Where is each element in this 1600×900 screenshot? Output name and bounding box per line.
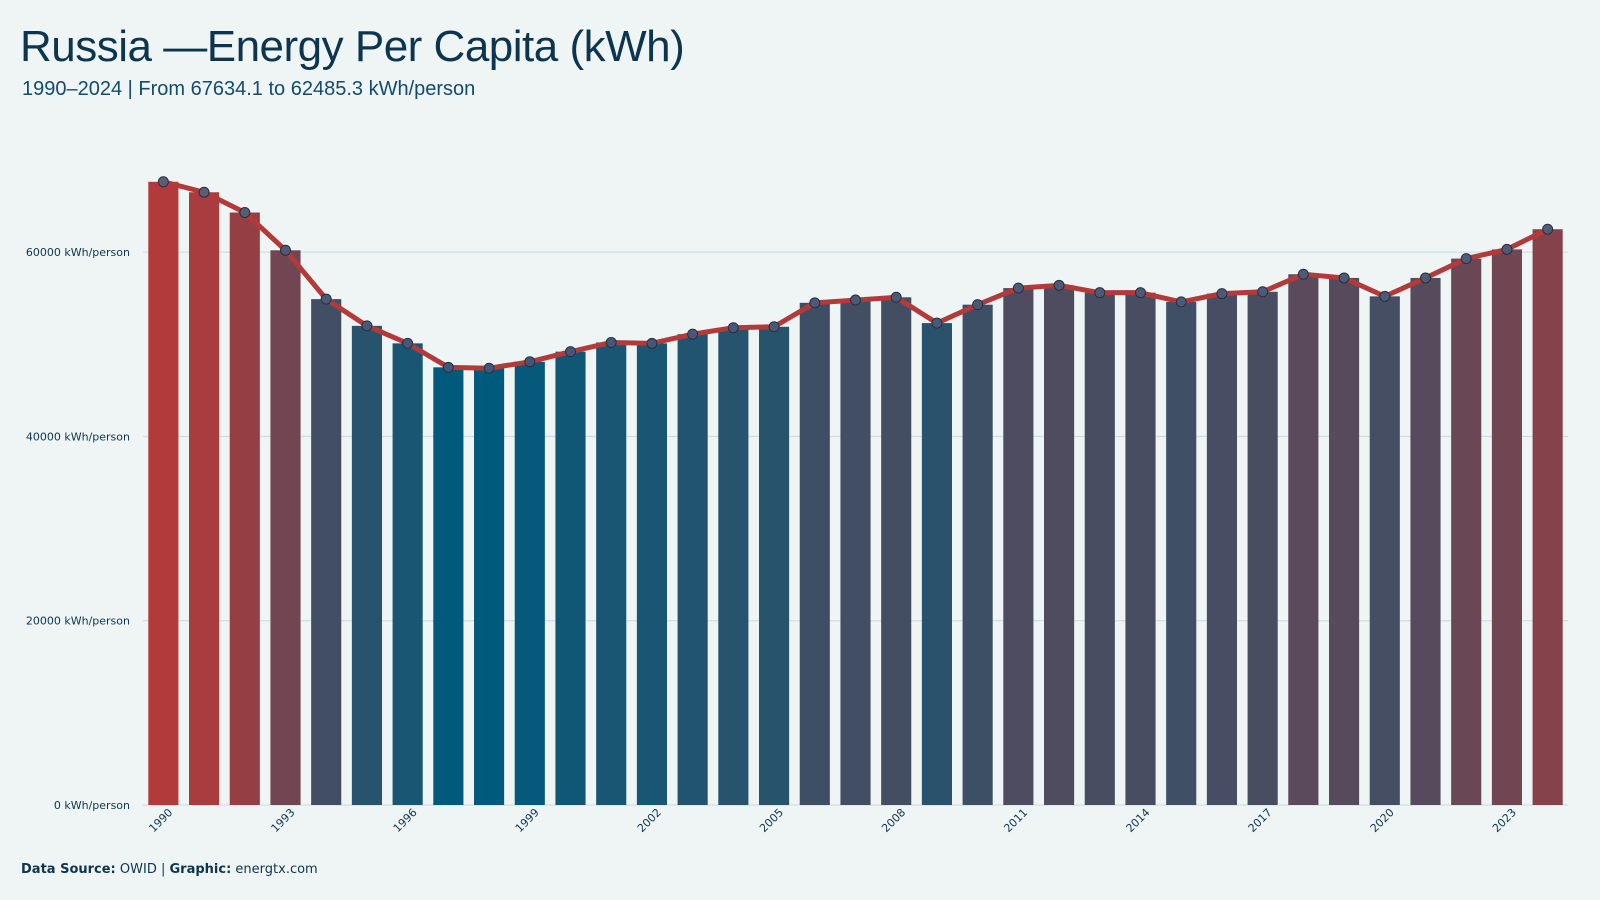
data-point xyxy=(157,176,169,188)
data-point xyxy=(565,346,576,358)
bar xyxy=(881,297,912,805)
data-point xyxy=(931,317,943,329)
bar xyxy=(1451,258,1482,805)
x-tick-label: 1996 xyxy=(391,806,420,835)
data-point xyxy=(1053,279,1065,291)
bar xyxy=(1206,293,1237,805)
data-point xyxy=(402,337,414,349)
data-point xyxy=(1501,243,1513,255)
bar xyxy=(1166,301,1197,805)
bar xyxy=(1003,288,1034,805)
bar xyxy=(1491,249,1522,806)
data-point xyxy=(1135,287,1146,299)
y-tick-label: 20000 kWh/person xyxy=(26,615,130,628)
data-point xyxy=(850,294,861,306)
graphic-label: Graphic: xyxy=(169,862,232,877)
x-tick-label: 2008 xyxy=(879,806,908,835)
data-point xyxy=(1338,272,1350,284)
data-point xyxy=(1297,268,1309,280)
data-point xyxy=(483,362,495,374)
bar xyxy=(433,367,464,805)
y-tick-label: 60000 kWh/person xyxy=(26,246,130,259)
bar xyxy=(1329,277,1360,805)
bar xyxy=(962,304,993,805)
data-point xyxy=(1216,288,1228,300)
bar xyxy=(392,343,423,805)
data-point xyxy=(890,291,902,303)
data-point xyxy=(687,328,699,340)
bar xyxy=(1044,285,1075,805)
bar xyxy=(514,361,545,805)
x-tick-label: 1990 xyxy=(146,806,175,835)
bar xyxy=(677,334,708,805)
bar xyxy=(148,181,179,806)
bar xyxy=(1247,291,1278,805)
x-tick-label: 2020 xyxy=(1368,806,1397,835)
bar xyxy=(270,250,301,806)
data-point xyxy=(1257,286,1269,298)
footer: Data Source: OWID | Graphic: energtx.com xyxy=(21,862,318,877)
source-value: OWID | xyxy=(119,862,166,877)
data-point xyxy=(1379,290,1391,302)
data-point xyxy=(809,297,821,309)
x-axis-ticks: 1990 1993 1996 1999 2002 2005 2008 2011 2014 2017… xyxy=(146,806,1519,835)
data-point xyxy=(768,321,780,333)
y-tick-label: 40000 kWh/person xyxy=(26,430,130,443)
bar xyxy=(474,368,505,805)
bar xyxy=(229,212,260,805)
x-tick-label: 1993 xyxy=(269,806,298,835)
data-point xyxy=(1175,296,1187,308)
bar xyxy=(1410,277,1441,805)
bar xyxy=(351,325,382,805)
x-tick-label: 2017 xyxy=(1246,806,1275,835)
data-point xyxy=(442,361,454,373)
bar xyxy=(311,299,342,805)
bar xyxy=(921,323,952,805)
bar xyxy=(1532,229,1563,805)
data-point xyxy=(646,337,658,349)
chart-title: Russia —Energy Per Capita (kWh) xyxy=(20,22,685,71)
bar xyxy=(1084,292,1115,806)
source-label: Data Source: xyxy=(21,862,116,877)
bar xyxy=(555,351,586,805)
x-tick-label: 2023 xyxy=(1490,806,1519,835)
data-point xyxy=(361,320,373,332)
x-tick-label: 2014 xyxy=(1124,806,1153,835)
data-point xyxy=(1542,223,1554,235)
y-axis-ticks: 0 kWh/person 20000 kWh/person 40000 kWh/pe… xyxy=(26,246,130,812)
bar xyxy=(189,192,220,805)
chart-subtitle: 1990–2024 | From 67634.1 to 62485.3 kWh/… xyxy=(22,78,476,100)
x-tick-label: 2011 xyxy=(1001,806,1030,835)
bar xyxy=(1125,292,1156,806)
bar xyxy=(799,302,830,805)
bar xyxy=(636,343,667,805)
x-tick-label: 1999 xyxy=(513,806,542,835)
data-point xyxy=(320,293,332,305)
graphic-value: energtx.com xyxy=(235,862,318,877)
data-point xyxy=(198,186,210,198)
bars xyxy=(148,181,1563,806)
data-point xyxy=(239,207,251,219)
data-point xyxy=(1012,282,1024,294)
data-point xyxy=(1094,287,1106,299)
x-tick-label: 2002 xyxy=(635,806,664,835)
bar xyxy=(718,327,749,805)
bar xyxy=(1288,274,1319,805)
data-point xyxy=(972,299,984,311)
x-tick-label: 2005 xyxy=(757,806,786,835)
data-point xyxy=(727,322,739,334)
bar xyxy=(1369,296,1400,805)
data-point xyxy=(280,244,291,256)
data-point xyxy=(1460,253,1472,265)
bar xyxy=(596,342,627,805)
bar xyxy=(759,326,790,805)
data-point xyxy=(1420,272,1431,284)
data-point xyxy=(605,336,617,348)
data-point xyxy=(524,356,536,368)
trend-points xyxy=(157,176,1554,374)
bar xyxy=(840,300,871,805)
y-tick-label: 0 kWh/person xyxy=(54,799,130,812)
